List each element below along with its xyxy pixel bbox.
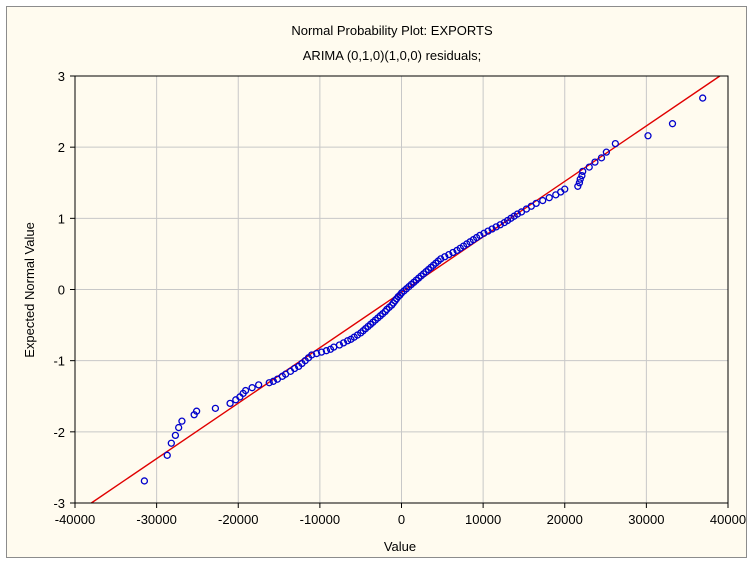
data-point (484, 227, 492, 235)
chart-frame (6, 6, 747, 558)
data-point (539, 196, 547, 205)
data-point (312, 349, 321, 358)
y-tick-label: 0 (58, 283, 65, 298)
data-point (248, 384, 256, 392)
x-axis-ticks: -40000 -30000 -20000 -10000 0 10000 20000 30000… (55, 503, 746, 527)
x-tick-label: 10000 (465, 512, 501, 527)
data-point (561, 185, 569, 193)
data-point (265, 379, 273, 387)
y-axis-ticks: -3 -2 -1 0 1 2 3 (53, 69, 75, 511)
data-point (175, 423, 183, 432)
data-point (602, 148, 611, 156)
data-point (192, 407, 201, 415)
data-point (476, 231, 484, 240)
chart-title: Normal Probability Plot: EXPORTS (291, 23, 493, 38)
y-axis-label: Expected Normal Value (22, 222, 37, 358)
data-point (545, 194, 553, 202)
data-point (668, 120, 677, 128)
data-point (226, 399, 234, 408)
data-point (140, 477, 149, 485)
data-point (178, 417, 186, 425)
data-point (532, 199, 540, 208)
y-tick-label: 3 (58, 69, 65, 84)
x-tick-label: 30000 (628, 512, 664, 527)
chart-subtitle: ARIMA (0,1,0)(1,0,0) residuals; (303, 48, 481, 63)
data-point (513, 210, 522, 218)
data-point (441, 253, 449, 261)
data-point (574, 182, 582, 190)
y-tick-label: -1 (53, 354, 65, 369)
x-axis-label: Value (384, 539, 416, 554)
data-point (290, 364, 299, 373)
data-point (591, 158, 599, 166)
data-point (492, 223, 500, 231)
data-point (575, 179, 584, 187)
data-points (140, 94, 707, 485)
data-point (611, 139, 620, 148)
data-point (339, 339, 348, 347)
data-point (335, 341, 344, 349)
y-tick-label: 2 (58, 140, 65, 155)
y-tick-label: 1 (58, 211, 65, 226)
data-point (269, 377, 277, 385)
x-tick-label: -10000 (300, 512, 340, 527)
data-point (585, 163, 593, 171)
y-tick-label: -3 (53, 496, 65, 511)
data-point (644, 132, 652, 140)
data-point (496, 221, 504, 229)
data-point (699, 94, 707, 102)
data-point (445, 250, 453, 259)
data-point (579, 167, 587, 176)
x-tick-label: -30000 (136, 512, 176, 527)
data-point (317, 348, 326, 356)
x-tick-label: 20000 (547, 512, 583, 527)
x-tick-label: -20000 (218, 512, 258, 527)
x-tick-label: -40000 (55, 512, 95, 527)
data-point (576, 175, 584, 183)
data-point (167, 439, 175, 447)
data-point (597, 154, 606, 162)
x-tick-label: 0 (398, 512, 405, 527)
data-point (578, 171, 586, 180)
data-point (308, 351, 316, 359)
data-point (211, 404, 220, 412)
data-point (163, 451, 171, 459)
data-point (488, 225, 496, 233)
data-point (171, 431, 180, 440)
data-point (241, 386, 250, 395)
data-point (255, 381, 263, 389)
data-point (480, 229, 488, 237)
x-tick-label: 40000 (710, 512, 746, 527)
data-point (449, 248, 457, 257)
y-tick-label: -2 (53, 425, 65, 440)
data-point (437, 255, 445, 263)
data-point (322, 347, 331, 355)
